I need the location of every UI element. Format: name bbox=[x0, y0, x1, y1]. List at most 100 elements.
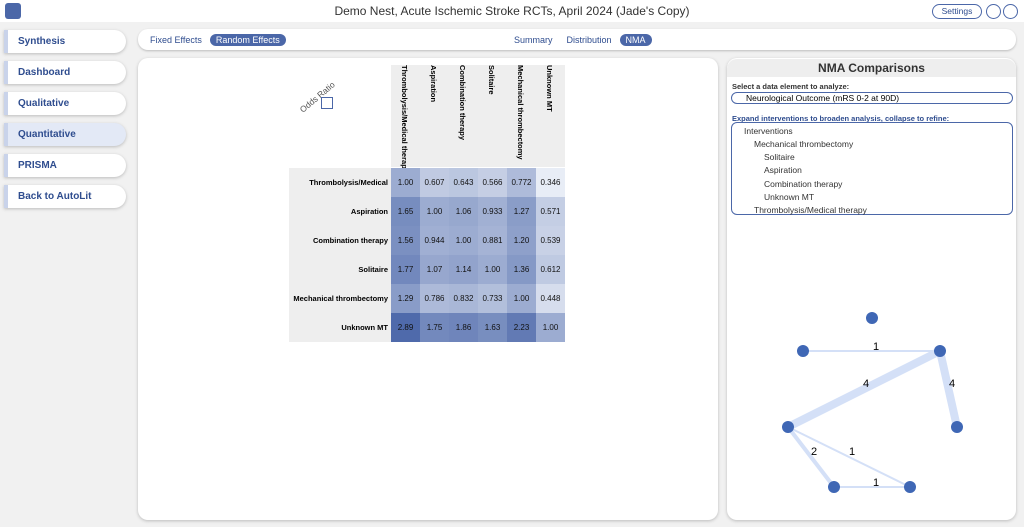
matrix-cell[interactable]: 1.77 bbox=[391, 255, 420, 284]
share-button[interactable] bbox=[986, 4, 1001, 19]
side-panel bbox=[727, 58, 1016, 520]
matrix-cell[interactable]: 1.00 bbox=[449, 226, 478, 255]
nav-item[interactable]: Dashboard bbox=[4, 61, 126, 84]
matrix-cell[interactable]: 0.571 bbox=[536, 197, 565, 226]
matrix-cell[interactable]: 1.00 bbox=[391, 168, 420, 197]
column-label: Mechanical thrombectomy bbox=[516, 65, 525, 160]
view-option[interactable]: Summary bbox=[514, 35, 553, 45]
tree-other[interactable]: Thrombolysis/Medical therapy bbox=[754, 205, 867, 215]
expand-label: Expand interventions to broaden analysis… bbox=[732, 114, 950, 123]
edge bbox=[936, 347, 961, 431]
menu-button[interactable] bbox=[5, 3, 21, 19]
column-label: Unknown MT bbox=[545, 65, 554, 112]
effect-option[interactable]: Random Effects bbox=[209, 34, 286, 46]
edge-label: 4 bbox=[863, 378, 869, 390]
column-label: Solitaire bbox=[487, 65, 496, 95]
tree-group[interactable]: Mechanical thrombectomy bbox=[754, 139, 854, 149]
settings-button[interactable]: Settings bbox=[932, 4, 982, 19]
nav-item[interactable]: Qualitative bbox=[4, 92, 126, 115]
matrix-cell[interactable]: 1.65 bbox=[391, 197, 420, 226]
matrix-cell[interactable]: 1.00 bbox=[507, 284, 536, 313]
matrix-cell[interactable]: 0.539 bbox=[536, 226, 565, 255]
matrix-cell[interactable]: 0.607 bbox=[420, 168, 449, 197]
matrix-cell[interactable]: 0.612 bbox=[536, 255, 565, 284]
matrix-cell[interactable]: 0.643 bbox=[449, 168, 478, 197]
column-label: Aspiration bbox=[429, 65, 438, 103]
edge-label: 2 bbox=[811, 446, 817, 458]
column-label: Thrombolysis/Medical therapy bbox=[400, 65, 409, 173]
matrix-cell[interactable]: 1.00 bbox=[536, 313, 565, 342]
toolbar bbox=[138, 29, 1016, 50]
node[interactable] bbox=[866, 312, 878, 324]
data-select[interactable]: Neurological Outcome (mRS 0-2 at 90D) bbox=[731, 92, 1013, 104]
column-header: Solitaire bbox=[478, 65, 507, 167]
nav-item[interactable]: PRISMA bbox=[4, 154, 126, 177]
help-button[interactable] bbox=[1003, 4, 1018, 19]
network: 1 4 4 2 1 1 bbox=[782, 312, 963, 493]
row-label: Thrombolysis/Medical therapy bbox=[289, 168, 391, 216]
node[interactable] bbox=[828, 481, 840, 493]
matrix-cell[interactable]: 0.566 bbox=[478, 168, 507, 197]
node[interactable] bbox=[782, 421, 794, 433]
node[interactable] bbox=[951, 421, 963, 433]
matrix-cell[interactable]: 1.27 bbox=[507, 197, 536, 226]
select-label: Select a data element to analyze: bbox=[732, 82, 850, 91]
matrix-cell[interactable]: 0.933 bbox=[478, 197, 507, 226]
matrix-cell[interactable]: 0.772 bbox=[507, 168, 536, 197]
node[interactable] bbox=[904, 481, 916, 493]
matrix-cell[interactable]: 1.75 bbox=[420, 313, 449, 342]
column-header: Mechanical thrombectomy bbox=[507, 65, 536, 167]
header bbox=[0, 0, 1024, 22]
tree-leaf[interactable]: Solitaire bbox=[764, 152, 795, 162]
edge-label: 1 bbox=[873, 341, 879, 353]
matrix-cell[interactable]: 1.86 bbox=[449, 313, 478, 342]
matrix-cell[interactable]: 0.832 bbox=[449, 284, 478, 313]
matrix-cell[interactable]: 1.36 bbox=[507, 255, 536, 284]
tree-leaf[interactable]: Aspiration bbox=[764, 165, 802, 176]
column-header: Unknown MT bbox=[536, 65, 565, 167]
matrix-cell[interactable]: 1.00 bbox=[420, 197, 449, 226]
column-header: Combination therapy bbox=[449, 65, 478, 167]
matrix-cell[interactable]: 0.786 bbox=[420, 284, 449, 313]
matrix-cell[interactable]: 0.346 bbox=[536, 168, 565, 197]
matrix-cell[interactable]: 0.944 bbox=[420, 226, 449, 255]
matrix-cell[interactable]: 1.00 bbox=[478, 255, 507, 284]
matrix-cell[interactable]: 1.63 bbox=[478, 313, 507, 342]
edge bbox=[786, 425, 836, 489]
copy-icon[interactable] bbox=[321, 97, 333, 109]
edge-label: 1 bbox=[849, 446, 855, 458]
matrix-cell[interactable]: 1.06 bbox=[449, 197, 478, 226]
row-label: Mechanical thrombectomy bbox=[289, 284, 391, 313]
panel-title: NMA Comparisons bbox=[727, 59, 1016, 77]
row-label: Solitaire bbox=[289, 255, 391, 284]
nav-item[interactable]: Synthesis bbox=[4, 30, 126, 53]
column-header: Aspiration bbox=[420, 65, 449, 167]
title: Demo Nest, Acute Ischemic Stroke RCTs, A… bbox=[334, 4, 690, 18]
view-option[interactable]: Distribution bbox=[566, 35, 612, 45]
column-label: Combination therapy bbox=[458, 65, 467, 141]
view-option[interactable]: NMA bbox=[619, 34, 652, 46]
edge-label: 1 bbox=[873, 477, 879, 489]
nav-item[interactable]: Back to AutoLit bbox=[4, 185, 126, 208]
matrix-cell[interactable]: 1.29 bbox=[391, 284, 420, 313]
matrix-cell[interactable]: 1.56 bbox=[391, 226, 420, 255]
nav-item[interactable]: Quantitative bbox=[4, 123, 126, 146]
matrix-cell[interactable]: 2.89 bbox=[391, 313, 420, 342]
matrix-cell[interactable]: 1.14 bbox=[449, 255, 478, 284]
matrix-cell[interactable]: 1.07 bbox=[420, 255, 449, 284]
node[interactable] bbox=[797, 345, 809, 357]
row-label: Aspiration bbox=[289, 197, 391, 226]
edge-label: 4 bbox=[949, 378, 955, 390]
node[interactable] bbox=[934, 345, 946, 357]
matrix-cell[interactable]: 1.20 bbox=[507, 226, 536, 255]
effect-option[interactable]: Fixed Effects bbox=[150, 35, 202, 45]
tree-leaf[interactable]: Combination therapy bbox=[764, 178, 843, 189]
matrix-cell[interactable]: 0.881 bbox=[478, 226, 507, 255]
matrix-cell[interactable]: 2.23 bbox=[507, 313, 536, 342]
row-label: Combination therapy bbox=[289, 226, 391, 255]
tree-leaf[interactable]: Unknown MT bbox=[764, 191, 815, 202]
matrix-cell[interactable]: 0.448 bbox=[536, 284, 565, 313]
tree-root[interactable]: Interventions bbox=[744, 126, 793, 136]
matrix-cell[interactable]: 0.733 bbox=[478, 284, 507, 313]
